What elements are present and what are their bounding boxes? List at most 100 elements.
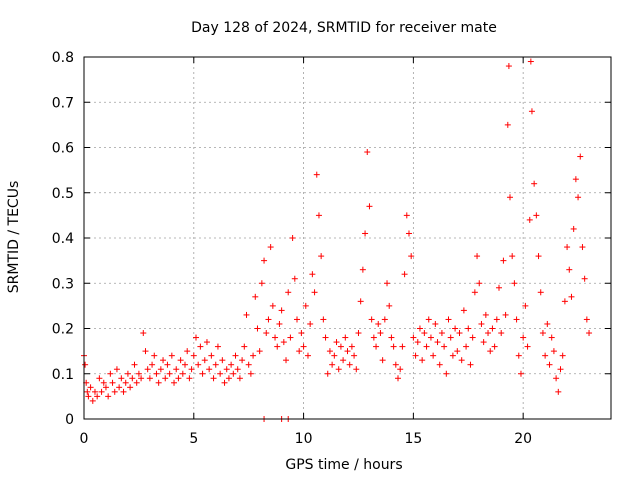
data-point [289, 235, 296, 241]
data-point [265, 316, 272, 323]
data-point [344, 348, 351, 355]
data-point [118, 375, 125, 382]
data-point [482, 311, 489, 318]
data-point [258, 280, 265, 287]
data-point [496, 284, 503, 291]
data-point [124, 370, 131, 377]
data-point [307, 320, 314, 327]
data-point [164, 361, 171, 368]
data-point [221, 379, 228, 386]
data-point [197, 343, 204, 350]
data-point [377, 330, 384, 337]
data-point [175, 375, 182, 382]
data-point [135, 370, 142, 377]
data-point [362, 230, 369, 237]
data-point [250, 352, 257, 359]
data-point [256, 348, 263, 355]
data-point [506, 194, 513, 201]
data-point [412, 352, 419, 359]
data-point [162, 375, 169, 382]
data-point [436, 361, 443, 368]
x-tick-label: 20 [514, 431, 532, 447]
data-point [533, 212, 540, 219]
data-point [555, 388, 562, 395]
data-point [553, 375, 560, 382]
data-point [149, 361, 156, 368]
data-point [528, 108, 535, 115]
data-point [98, 388, 105, 395]
data-point [583, 316, 590, 323]
data-point [318, 253, 325, 260]
data-point [144, 366, 151, 373]
data-point [460, 307, 467, 314]
data-point [577, 153, 584, 160]
data-point [287, 334, 294, 341]
data-point [146, 375, 153, 382]
data-point [199, 370, 206, 377]
data-point [313, 171, 320, 178]
data-point [179, 370, 186, 377]
data-point [131, 361, 138, 368]
data-point [223, 366, 230, 373]
data-point [504, 121, 511, 128]
data-point [527, 58, 534, 65]
data-point [522, 302, 529, 309]
data-point [559, 352, 566, 359]
data-point [381, 316, 388, 323]
data-point [515, 352, 522, 359]
data-point [414, 339, 421, 346]
data-point [561, 298, 568, 305]
data-point [375, 320, 382, 327]
data-point [392, 361, 399, 368]
data-point [438, 330, 445, 337]
y-tick-label: 0.8 [52, 50, 74, 66]
data-point [243, 311, 250, 318]
data-point [267, 244, 274, 251]
data-point [386, 302, 393, 309]
data-point [452, 325, 459, 332]
data-point [302, 302, 309, 309]
data-point [348, 343, 355, 350]
data-point [82, 361, 89, 368]
data-point [276, 320, 283, 327]
data-point [425, 316, 432, 323]
data-point [366, 203, 373, 210]
data-point [298, 330, 305, 337]
data-point [324, 370, 331, 377]
data-point [201, 357, 208, 364]
data-point [397, 366, 404, 373]
data-point [129, 375, 136, 382]
data-point [526, 216, 533, 223]
data-point [151, 352, 158, 359]
data-point [548, 334, 555, 341]
data-point [168, 352, 175, 359]
data-point [454, 348, 461, 355]
x-tick-label: 10 [295, 431, 313, 447]
data-point [219, 357, 226, 364]
data-point [105, 393, 112, 400]
data-point [478, 320, 485, 327]
data-points [81, 58, 593, 422]
data-point [225, 375, 232, 382]
data-point [557, 366, 564, 373]
data-point [293, 316, 300, 323]
data-point [241, 343, 248, 350]
data-point [535, 253, 542, 260]
data-point [423, 343, 430, 350]
data-point [122, 379, 129, 386]
data-point [517, 370, 524, 377]
data-point [430, 352, 437, 359]
data-point [373, 343, 380, 350]
data-point [489, 325, 496, 332]
data-point [395, 375, 402, 382]
data-point [399, 343, 406, 350]
data-point [192, 334, 199, 341]
data-point [487, 348, 494, 355]
data-point [469, 334, 476, 341]
data-point [570, 225, 577, 232]
data-point [239, 357, 246, 364]
data-point [214, 343, 221, 350]
data-point [568, 293, 575, 300]
data-point [232, 352, 239, 359]
